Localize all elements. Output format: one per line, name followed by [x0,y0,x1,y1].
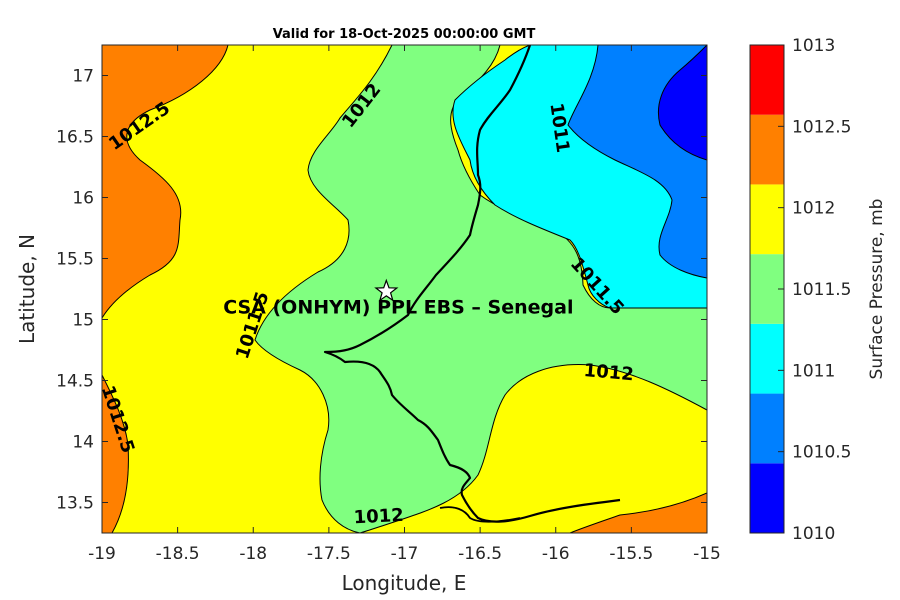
x-tick-label: -18.5 [156,544,200,564]
x-tick-label: -15.5 [609,544,653,564]
colorbar-level-label: 1011.5 [792,280,851,300]
colorbar-segment [750,323,784,394]
x-tick-label: -17.5 [307,544,351,564]
x-tick-label: -19 [88,544,116,564]
coastline-senegal [323,45,621,523]
y-tick-label: 17 [72,67,94,87]
site-star-icon [374,278,399,302]
site-marker-group: CSA (ONHYM) PPL EBS – Senegal [223,278,573,318]
colorbar-level-label: 1010 [792,524,835,544]
colorbar: 1010 1010.5 1011 1011.5 1012 1012.5 1013 [749,36,851,544]
y-axis-ticks: 13.5 14 14.5 15 15.5 16 16.5 17 [56,67,707,514]
x-axis-ticks: -19 -18.5 -18 -17.5 -17 -16.5 -16 -15.5 -15 [88,45,721,564]
x-tick-label: -17 [391,544,419,564]
contour-fill-layer [102,45,707,533]
y-axis-label: Latitude, N [15,234,39,344]
x-tick-label: -16.5 [458,544,502,564]
y-tick-label: 15 [72,311,94,331]
colorbar-segment [750,463,784,533]
colorbar-segment [750,45,784,115]
x-axis-label: Longitude, E [342,571,467,595]
colorbar-level-label: 1010.5 [792,443,851,463]
region-1010 [657,45,707,161]
contour-label: 1012 [353,505,404,529]
y-tick-label: 16 [72,189,94,209]
coastline-gambia-estuary [439,506,521,523]
x-tick-label: -18 [239,544,267,564]
region-1012-5-southeast [569,492,707,533]
colorbar-segment [750,393,784,464]
contour-label: 1012 [583,360,635,385]
colorbar-segment [750,114,784,185]
coastline-layer [323,45,621,523]
x-tick-label: -15 [693,544,721,564]
colorbar-title: Surface Pressure, mb [867,199,887,380]
region-1012-5-northwest [102,45,229,319]
x-tick-label: -16 [542,544,570,564]
site-label: CSA (ONHYM) PPL EBS – Senegal [223,296,573,318]
map-title: Valid for 18-Oct-2025 00:00:00 GMT [273,27,536,42]
colorbar-level-label: 1012.5 [792,117,851,137]
colorbar-level-label: 1013 [792,36,835,56]
colorbar-level-label: 1012 [792,199,835,219]
y-tick-label: 14 [72,433,94,453]
y-tick-label: 14.5 [56,372,94,392]
y-tick-label: 16.5 [56,128,94,148]
y-tick-label: 15.5 [56,250,94,270]
colorbar-segment [750,184,784,255]
region-1012-5-southwest [102,374,129,533]
colorbar-level-label: 1011 [792,361,835,381]
y-tick-label: 13.5 [56,494,94,514]
